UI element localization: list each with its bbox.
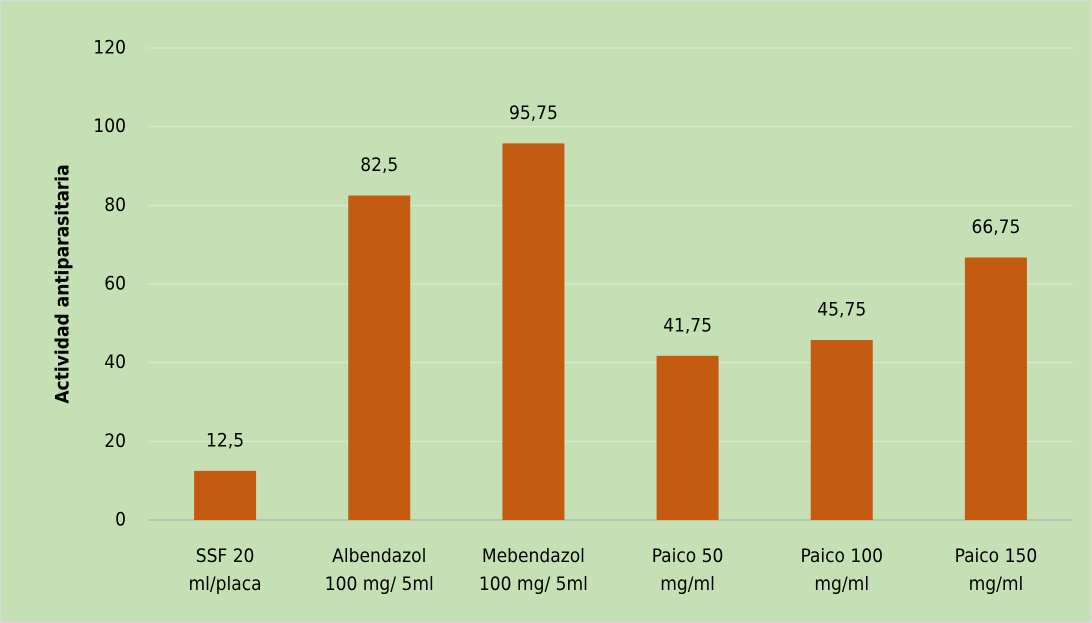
x-tick-label: SSF 20 ml/placa — [188, 545, 262, 595]
bar — [502, 143, 565, 520]
data-label: 41,75 — [663, 314, 712, 336]
data-label: 12,5 — [206, 429, 244, 451]
bar — [348, 195, 411, 520]
y-tick-label: 100 — [93, 115, 126, 137]
data-label: 66,75 — [971, 216, 1020, 238]
y-tick-label: 0 — [115, 509, 126, 531]
bar — [810, 340, 873, 520]
y-axis-label: Actividad antiparasitaria — [52, 164, 74, 403]
y-tick-label: 120 — [93, 37, 126, 59]
x-tick-label: Paico 100 mg/ml — [800, 545, 884, 595]
x-tick-label: Paico 150 mg/ml — [954, 545, 1038, 595]
data-label: 45,75 — [817, 299, 866, 321]
x-tick-label: Albendazol 100 mg/ 5ml — [324, 545, 434, 595]
y-tick-label: 40 — [104, 351, 126, 373]
bar — [656, 355, 719, 520]
bar — [964, 257, 1027, 520]
x-tick-label: Paico 50 mg/ml — [651, 545, 724, 595]
y-tick-label: 60 — [104, 273, 126, 295]
data-label: 95,75 — [509, 102, 558, 124]
data-label: 82,5 — [360, 154, 398, 176]
bar — [194, 470, 257, 520]
y-tick-label: 80 — [104, 194, 126, 216]
x-tick-label: Mebendazol 100 mg/ 5ml — [478, 545, 588, 595]
y-tick-label: 20 — [104, 430, 126, 452]
